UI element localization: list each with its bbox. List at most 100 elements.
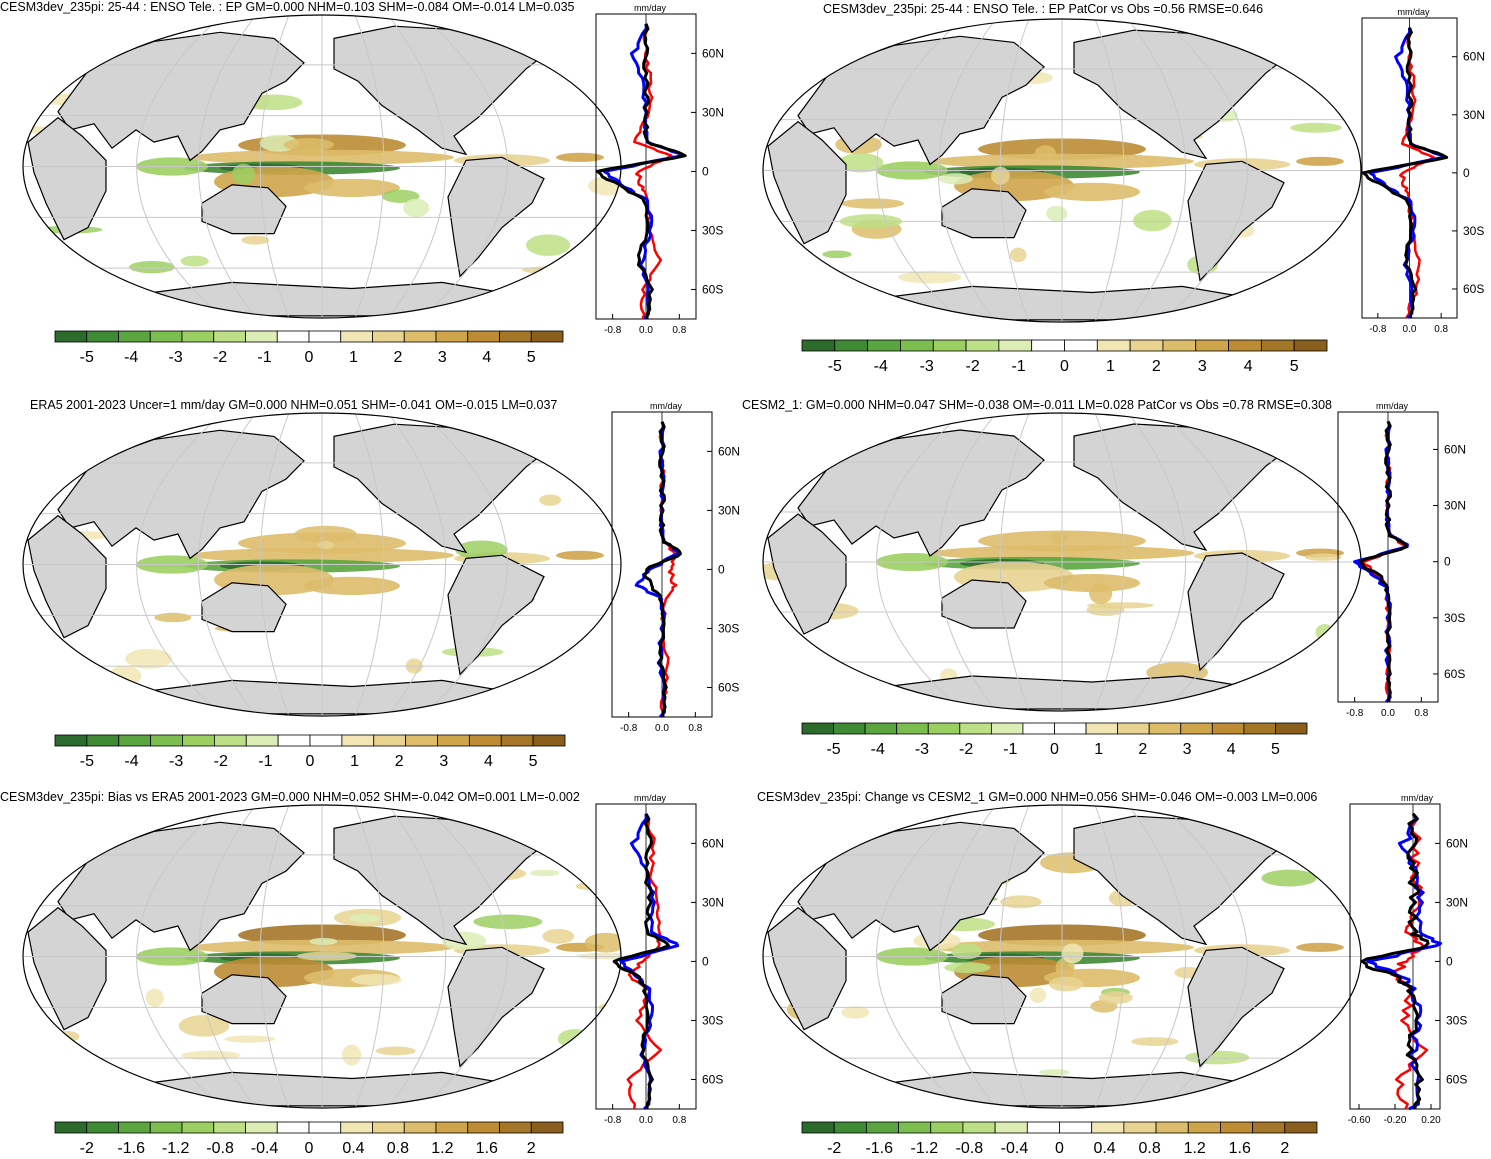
colorbar-label: 0 <box>1050 741 1059 758</box>
colorbar-label: 0 <box>1055 1140 1064 1157</box>
colorbar-label: 0.8 <box>387 1140 409 1157</box>
zonal-units: mm/day <box>1401 793 1434 803</box>
colorbar-label: -1 <box>257 349 271 366</box>
colorbar-label: 0 <box>306 753 315 770</box>
zonal-x-label: 0.0 <box>639 325 653 336</box>
zonal-x-label: 0.0 <box>655 723 669 734</box>
lat-label: 60S <box>1463 282 1484 296</box>
colorbar-swatch <box>277 331 309 342</box>
colorbar-swatch <box>931 1122 963 1133</box>
colorbar-label: 2 <box>393 349 402 366</box>
panel-title: CESM3dev_235pi: Bias vs ERA5 2001-2023 G… <box>0 790 580 804</box>
colorbar-swatch <box>87 1122 119 1133</box>
colorbar-label: 4 <box>482 349 491 366</box>
colorbar-swatch <box>341 331 373 342</box>
colorbar-label: -5 <box>828 358 842 375</box>
colorbar-swatch <box>55 735 87 746</box>
colorbar-label: 1 <box>350 753 359 770</box>
colorbar-swatch <box>1212 723 1244 734</box>
colorbar-swatch <box>1294 340 1327 351</box>
lat-label: 60N <box>1463 50 1485 64</box>
colorbar-label: 5 <box>529 753 538 770</box>
anomaly-patch <box>1261 870 1316 887</box>
lat-label: 30S <box>702 1013 723 1027</box>
colorbar-label: 1.2 <box>1184 1140 1206 1157</box>
colorbar-label: -1.6 <box>117 1140 145 1157</box>
colorbar-p2: -5 -4 -3 -2 -1 0 1 2 3 4 5 <box>802 340 1327 374</box>
colorbar-label: 5 <box>527 349 536 366</box>
anomaly-patch <box>576 850 594 859</box>
anomaly-patch <box>898 271 961 283</box>
colorbar-swatch <box>1275 723 1307 734</box>
anomaly-patch <box>1046 206 1067 222</box>
colorbar-swatch <box>928 723 960 734</box>
colorbar-p1: -5 -4 -3 -2 -1 0 1 2 3 4 5 <box>55 331 563 365</box>
anomaly-patch <box>1089 583 1112 604</box>
colorbar-p5: -2 -1.6 -1.2 -0.8 -0.4 0 0.4 0.8 1.2 1.6 2 <box>55 1122 563 1156</box>
colorbar-swatch <box>119 331 151 342</box>
colorbar-label: 0 <box>305 1140 314 1157</box>
zonal-x-label: -0.8 <box>604 325 622 336</box>
map-p2 <box>762 18 1362 323</box>
colorbar-swatch <box>1244 723 1276 734</box>
colorbar-swatch <box>342 735 374 746</box>
zonal-mean-p2: mm/day60N30N030S60S-0.8 0.0 0.8 <box>1362 18 1457 318</box>
colorbar-swatch <box>1163 340 1196 351</box>
colorbar-label: -4 <box>874 358 888 375</box>
anomaly-blob <box>556 551 604 560</box>
colorbar-label: 0 <box>1060 358 1069 375</box>
anomaly-patch <box>539 495 561 506</box>
colorbar-label: 4 <box>1227 741 1236 758</box>
anomaly-blob <box>1296 943 1344 952</box>
lat-label: 60N <box>1444 442 1466 456</box>
lat-label: 30S <box>1463 224 1484 238</box>
colorbar-label: -2 <box>966 358 980 375</box>
zonal-x-label: -0.8 <box>1369 324 1387 335</box>
anomaly-blob <box>304 577 400 595</box>
anomaly-patch <box>1035 145 1056 160</box>
lat-label: 60S <box>718 680 739 694</box>
colorbar-swatch <box>309 331 341 342</box>
lat-label: 60S <box>702 1072 723 1086</box>
colorbar-swatch <box>1188 1122 1220 1133</box>
colorbar-label: -1 <box>1011 358 1025 375</box>
colorbar-swatch <box>436 331 468 342</box>
colorbar-p4: -5 -4 -3 -2 -1 0 1 2 3 4 5 <box>802 723 1307 757</box>
zonal-units: mm/day <box>634 3 667 13</box>
colorbar-label: 0.4 <box>342 1140 364 1157</box>
colorbar-swatch <box>468 331 500 342</box>
anomaly-patch <box>146 989 164 1007</box>
anomaly-patch <box>526 234 570 256</box>
lat-label: 0 <box>702 164 709 178</box>
anomaly-patch <box>403 199 429 217</box>
colorbar-swatch <box>373 1122 405 1133</box>
anomaly-patch <box>1086 604 1124 616</box>
anomaly-patch <box>1185 1051 1249 1065</box>
anomaly-patch <box>1000 895 1041 908</box>
colorbar-label: -2 <box>80 1140 94 1157</box>
colorbar-swatch <box>278 735 310 746</box>
lat-label: 30N <box>1444 499 1466 513</box>
zonal-mean-p5: mm/day60N30N030S60S-0.8 0.0 0.8 <box>596 804 696 1109</box>
colorbar-swatch <box>1065 340 1098 351</box>
colorbar-swatch <box>1023 723 1055 734</box>
zonal-units: mm/day <box>650 401 683 411</box>
lat-label: 0 <box>702 954 709 968</box>
anomaly-patch <box>1133 210 1172 231</box>
colorbar-label: 2 <box>1138 741 1147 758</box>
panel-title: ERA5 2001-2023 Uncer=1 mm/day GM=0.000 N… <box>30 398 557 412</box>
lat-label: 30N <box>1463 108 1485 122</box>
colorbar-label: 3 <box>1198 358 1207 375</box>
zonal-x-label: -0.8 <box>604 1115 622 1126</box>
lat-label: 60S <box>702 282 723 296</box>
zonal-x-label: 0.8 <box>1414 708 1428 719</box>
colorbar-swatch <box>87 331 119 342</box>
colorbar-label: -2 <box>214 753 228 770</box>
colorbar-swatch <box>119 1122 151 1133</box>
zonal-units: mm/day <box>1376 401 1409 411</box>
colorbar-swatch <box>151 735 183 746</box>
zonal-x-label: 0.20 <box>1421 1115 1441 1126</box>
anomaly-patch <box>841 198 904 208</box>
colorbar-label: 1.6 <box>1229 1140 1251 1157</box>
colorbar-swatch <box>835 340 868 351</box>
